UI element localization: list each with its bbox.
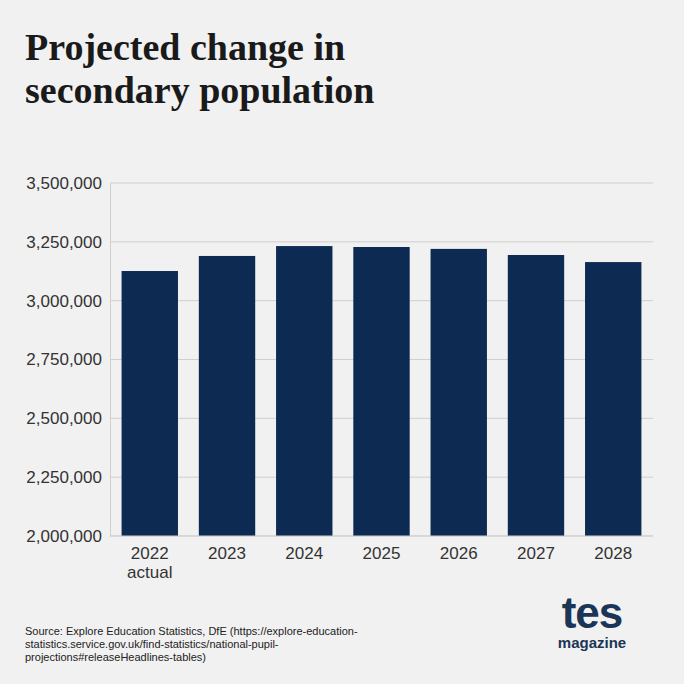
bar xyxy=(353,247,409,536)
y-axis-line xyxy=(110,184,111,537)
y-axis: 2,000,000 2,250,000 2,500,000 2,750,000 3,00… xyxy=(26,174,110,546)
bar xyxy=(122,271,178,536)
y-tick: 3,250,000 xyxy=(26,233,110,252)
bars xyxy=(122,246,642,536)
y-tick-label: 2,250,000 xyxy=(26,468,102,487)
brand-subtitle: magazine xyxy=(558,634,626,651)
y-tick-label: 3,250,000 xyxy=(26,233,102,252)
y-tick: 2,750,000 xyxy=(26,350,110,369)
x-tick-label: 2022actual xyxy=(127,544,172,582)
grid-line xyxy=(110,536,653,537)
grid-line xyxy=(110,241,653,242)
brand: tes xyxy=(562,588,623,637)
x-tick-label: 2028 xyxy=(594,544,632,563)
grid xyxy=(110,183,653,536)
y-tick: 3,500,000 xyxy=(26,174,110,193)
title: Projected change insecondary population xyxy=(25,26,374,111)
bar xyxy=(431,249,487,536)
bar xyxy=(276,246,332,536)
y-tick: 3,000,000 xyxy=(26,292,110,311)
grid-line xyxy=(110,183,653,184)
bar xyxy=(199,256,255,536)
y-tick: 2,500,000 xyxy=(26,409,110,428)
page: Projected change insecondary population 2… xyxy=(0,0,684,684)
bar xyxy=(508,255,564,536)
y-tick-label: 2,000,000 xyxy=(26,527,102,546)
x-tick-label: 2024 xyxy=(285,544,323,563)
chart: Projected change insecondary population 2… xyxy=(0,0,684,684)
x-axis-line xyxy=(110,536,653,537)
bar xyxy=(585,262,641,536)
source: Source: Explore Education Statistics, Df… xyxy=(25,625,425,664)
x-tick-label: 2023 xyxy=(208,544,246,563)
x-tick-label: 2025 xyxy=(363,544,401,563)
y-tick-label: 3,000,000 xyxy=(26,292,102,311)
y-tick-label: 3,500,000 xyxy=(26,174,102,193)
y-tick-label: 2,750,000 xyxy=(26,350,102,369)
x-tick-label: 2026 xyxy=(440,544,478,563)
y-tick-label: 2,500,000 xyxy=(26,409,102,428)
y-tick: 2,250,000 xyxy=(26,468,110,487)
x-axis: 2022actual 2023 2024 2025 2026 2027 2028 xyxy=(110,536,653,582)
y-tick: 2,000,000 xyxy=(26,527,110,546)
x-tick-label: 2027 xyxy=(517,544,555,563)
